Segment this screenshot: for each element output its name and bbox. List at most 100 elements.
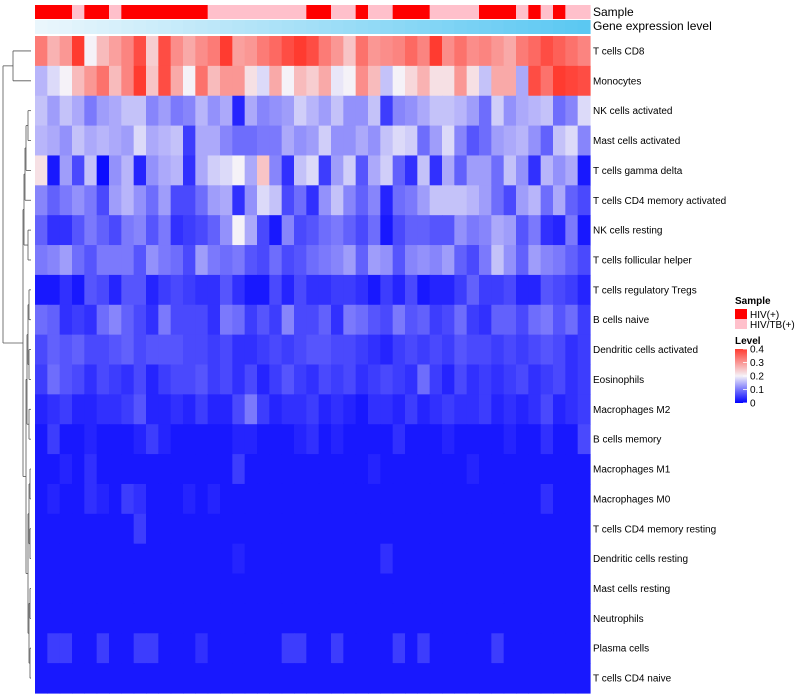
heatmap-cell: [306, 573, 320, 605]
row-label: Dendritic cells activated: [593, 345, 698, 356]
heatmap-cell: [503, 483, 517, 515]
heatmap-cell: [109, 543, 122, 575]
heatmap-cell: [121, 36, 135, 67]
heatmap-cell: [84, 274, 98, 306]
heatmap-cell: [183, 215, 196, 246]
heatmap-cell: [281, 334, 295, 366]
heatmap-cell: [491, 483, 505, 515]
heatmap-cell: [405, 155, 418, 186]
heatmap-cell: [183, 334, 196, 366]
row-label: Macrophages M0: [593, 494, 671, 505]
heatmap-cell: [281, 304, 295, 336]
heatmap-cell: [35, 95, 48, 127]
heatmap-cell: [133, 215, 147, 246]
heatmap-cell: [565, 633, 579, 664]
heatmap-cell: [405, 65, 418, 97]
heatmap-cell: [306, 424, 320, 455]
heatmap-cell: [244, 543, 258, 575]
heatmap-cell: [146, 215, 159, 246]
heatmap-cell: [294, 364, 307, 395]
heatmap-cell: [170, 603, 184, 634]
heatmap-cell: [565, 663, 579, 694]
gene-level-cell: [158, 20, 172, 34]
heatmap-cell: [380, 483, 394, 515]
sample-cell: [454, 5, 468, 19]
heatmap-cell: [47, 543, 61, 575]
heatmap-cell: [503, 394, 517, 425]
heatmap-cell: [72, 513, 85, 545]
heatmap-cell: [392, 36, 406, 67]
heatmap-cell: [565, 603, 579, 634]
heatmap-cell: [368, 155, 381, 186]
heatmap-cell: [491, 304, 505, 336]
heatmap-cell: [392, 603, 406, 634]
heatmap-cell: [343, 36, 357, 67]
heatmap-cell: [84, 394, 98, 425]
heatmap-cell: [466, 95, 480, 127]
gene-level-cell: [133, 20, 147, 34]
heatmap-cell: [133, 663, 147, 694]
gene-level-cell: [528, 20, 542, 34]
heatmap-cell: [109, 304, 122, 336]
heatmap-cell: [577, 334, 591, 366]
heatmap-cell: [368, 334, 381, 366]
heatmap-cell: [109, 95, 122, 127]
heatmap-cell: [331, 155, 344, 186]
heatmap-cell: [318, 454, 332, 485]
heatmap-cell: [577, 603, 591, 634]
heatmap-cell: [47, 185, 61, 216]
heatmap-cell: [318, 543, 332, 575]
sample-cell: [35, 5, 48, 19]
legend-swatch-hiv: [735, 309, 747, 319]
heatmap-cell: [479, 155, 492, 186]
heatmap-cell: [466, 36, 480, 67]
heatmap-cell: [269, 95, 283, 127]
heatmap-cell: [109, 394, 122, 425]
heatmap-cell: [146, 36, 159, 67]
heatmap-cell: [503, 274, 517, 306]
heatmap-cell: [294, 125, 307, 157]
heatmap-cell: [59, 483, 73, 515]
gene-level-cell: [59, 20, 73, 34]
heatmap-cell: [417, 603, 431, 634]
heatmap-cell: [318, 65, 332, 97]
heatmap-cell: [207, 424, 221, 455]
heatmap-cell: [405, 663, 418, 694]
heatmap-cell: [392, 663, 406, 694]
gene-level-cell: [331, 20, 344, 34]
heatmap-cell: [257, 185, 270, 216]
heatmap-cell: [442, 513, 455, 545]
heatmap-cell: [355, 633, 369, 664]
heatmap-cell: [294, 483, 307, 515]
heatmap-cell: [47, 454, 61, 485]
heatmap-cell: [565, 185, 579, 216]
heatmap-cell: [281, 245, 295, 276]
heatmap-cell: [405, 95, 418, 127]
heatmap-cell: [121, 543, 135, 575]
heatmap-cell: [35, 215, 48, 246]
heatmap-cell: [306, 603, 320, 634]
heatmap-cell: [442, 394, 455, 425]
sample-cell: [429, 5, 443, 19]
heatmap-cell: [306, 454, 320, 485]
heatmap-cell: [306, 513, 320, 545]
heatmap-cell: [84, 215, 98, 246]
heatmap-cell: [565, 95, 579, 127]
heatmap-cell: [380, 543, 394, 575]
heatmap-cell: [281, 215, 295, 246]
heatmap-cell: [454, 334, 468, 366]
heatmap-cell: [331, 603, 344, 634]
heatmap-cell: [146, 95, 159, 127]
heatmap-cell: [195, 603, 209, 634]
heatmap-cell: [84, 454, 98, 485]
heatmap-cell: [479, 513, 492, 545]
heatmap-cell: [183, 245, 196, 276]
heatmap-cell: [454, 95, 468, 127]
heatmap-cell: [405, 36, 418, 67]
heatmap-cell: [540, 245, 554, 276]
heatmap-cell: [417, 663, 431, 694]
heatmap-cell: [207, 215, 221, 246]
sample-cell: [368, 5, 381, 19]
heatmap-cell: [35, 573, 48, 605]
